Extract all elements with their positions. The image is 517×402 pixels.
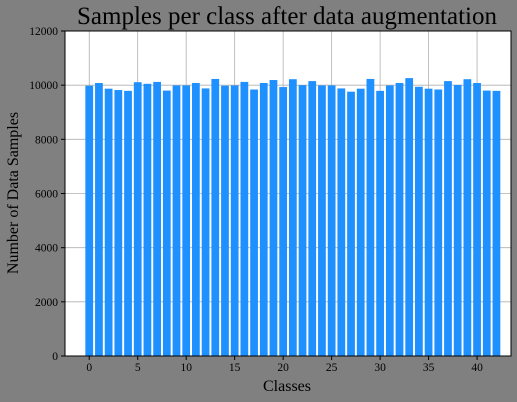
y-tick-label: 8000 [35, 134, 58, 146]
bar [327, 85, 336, 356]
bar [104, 88, 113, 356]
bar [405, 78, 414, 356]
bar [114, 90, 123, 357]
bar [269, 80, 278, 356]
bar [211, 78, 220, 356]
bar [415, 86, 423, 357]
bar [133, 82, 142, 356]
chart-title: Samples per class after data augmentatio… [77, 3, 497, 30]
y-tick-label: 4000 [35, 243, 58, 255]
x-tick-label: 40 [471, 362, 483, 374]
bar [298, 85, 307, 357]
y-axis-label: Number of Data Samples [5, 112, 22, 274]
bar [153, 81, 161, 357]
x-tick-label: 5 [135, 362, 141, 374]
bar [463, 79, 472, 356]
bar [85, 85, 94, 356]
bar [192, 83, 200, 356]
y-tick-label: 10000 [29, 80, 58, 92]
x-tick-label: 25 [326, 362, 338, 374]
x-tick-label: 30 [374, 362, 386, 374]
bar [434, 89, 443, 356]
bar [482, 90, 491, 356]
x-tick-label: 10 [180, 362, 192, 374]
bar [473, 83, 481, 356]
bar [444, 81, 452, 357]
y-tick-label: 2000 [35, 297, 58, 309]
y-axis-ticks: 0 2000 4000 6000 8000 10000 12000 [29, 26, 65, 363]
x-axis-label: Classes [263, 378, 311, 395]
bar [492, 90, 501, 357]
bar [221, 85, 229, 356]
bar [230, 85, 239, 356]
y-tick-label: 6000 [35, 189, 58, 201]
bar [162, 90, 171, 356]
bar [182, 85, 191, 356]
bar [337, 88, 346, 357]
bar [250, 89, 258, 356]
x-tick-label: 35 [423, 362, 435, 374]
bars [85, 78, 501, 357]
y-tick-label: 0 [52, 351, 58, 363]
bar [172, 85, 181, 356]
bar [259, 83, 268, 356]
x-tick-label: 15 [229, 362, 241, 374]
bar [288, 79, 297, 356]
bar [201, 88, 210, 357]
bar [356, 88, 365, 356]
x-axis-ticks: 0 5 10 15 20 25 30 35 40 [86, 356, 483, 374]
bar [395, 83, 404, 356]
bar [376, 90, 384, 357]
bar [347, 91, 355, 357]
bar [308, 81, 317, 357]
bar [385, 85, 394, 356]
x-tick-label: 0 [86, 362, 92, 374]
bar [366, 78, 375, 356]
bar [318, 85, 326, 356]
bar [424, 88, 433, 356]
y-tick-label: 12000 [29, 26, 58, 38]
x-tick-label: 20 [277, 362, 289, 374]
bar [95, 83, 103, 356]
bar [279, 87, 288, 356]
bar [453, 84, 462, 356]
bar [124, 90, 132, 357]
bar [240, 81, 249, 357]
bar [143, 83, 152, 356]
